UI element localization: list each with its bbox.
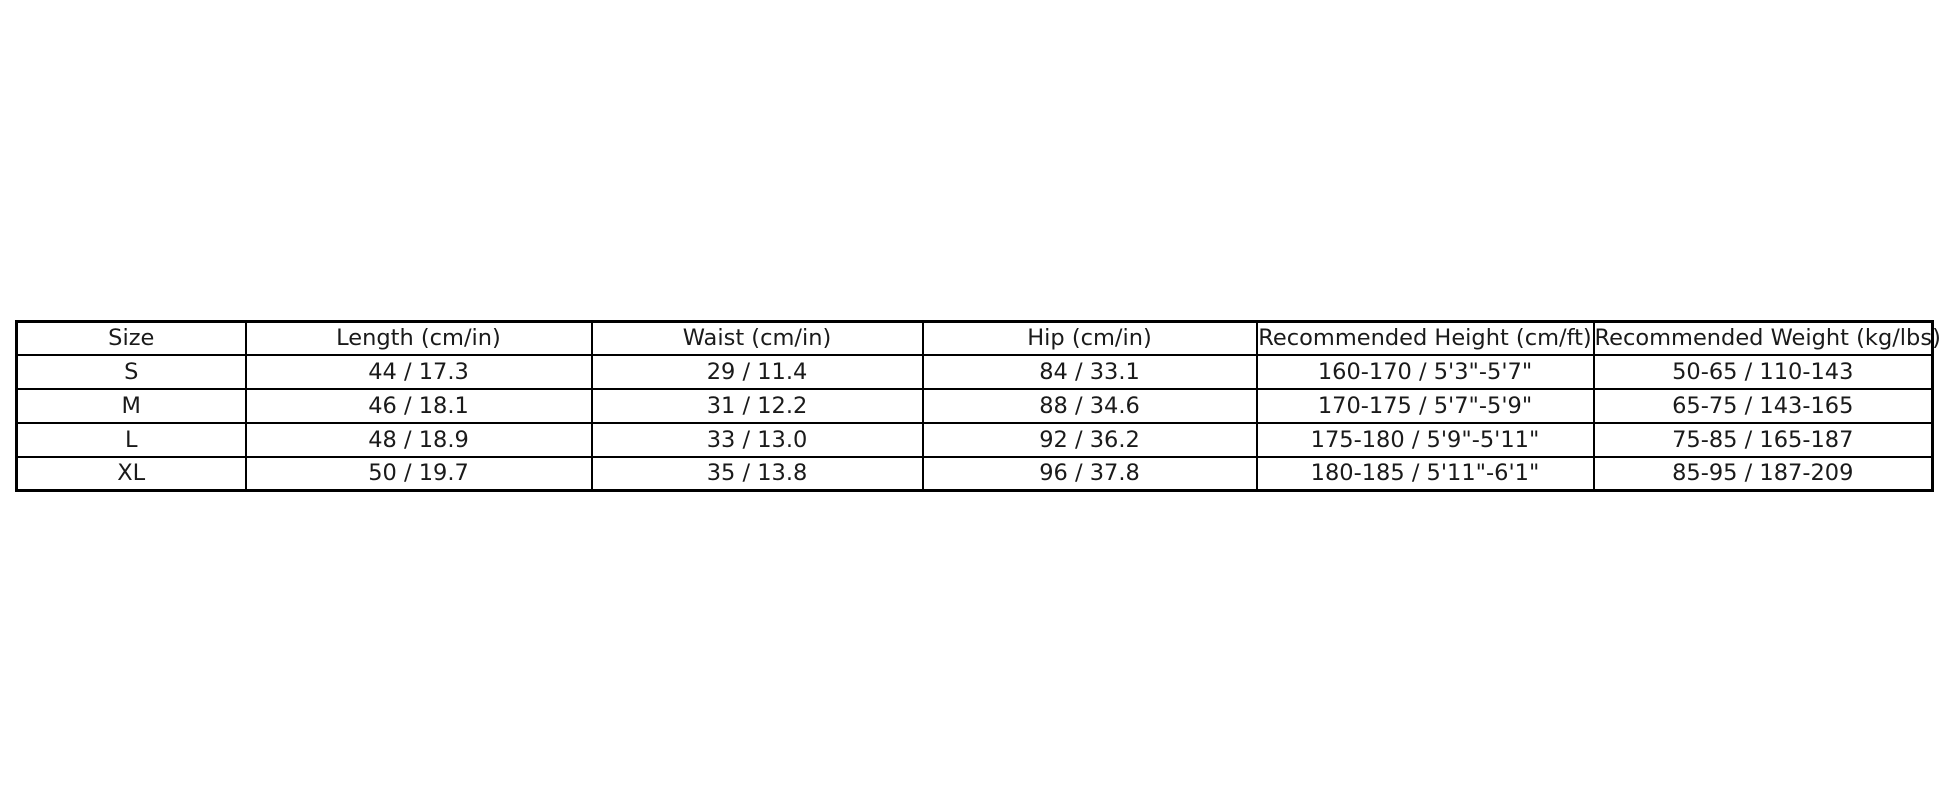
table-cell: 35 / 13.8 — [590, 455, 924, 492]
table-cell: 46 / 18.1 — [244, 388, 593, 424]
table-row: XL 50 / 19.7 35 / 13.8 96 / 37.8 180-185 / 5… — [15, 455, 1934, 492]
table-cell: 31 / 12.2 — [590, 388, 924, 424]
column-header: Hip (cm/in) — [921, 320, 1258, 357]
size-cell: M — [15, 388, 247, 424]
column-header: Length (cm/in) — [244, 320, 593, 357]
size-cell: XL — [15, 455, 247, 492]
table-cell: 50 / 19.7 — [244, 455, 593, 492]
table-cell: 96 / 37.8 — [921, 455, 1258, 492]
table-row: L 48 / 18.9 33 / 13.0 92 / 36.2 175-180 / 5'… — [15, 421, 1934, 458]
table-cell: 50-65 / 110-143 — [1592, 354, 1934, 391]
table-cell: 85-95 / 187-209 — [1592, 455, 1934, 492]
column-header: Recommended Weight (kg/lbs) — [1592, 320, 1941, 357]
table-cell: 33 / 13.0 — [590, 421, 924, 458]
table-cell: 75-85 / 165-187 — [1592, 421, 1934, 458]
table-cell: 175-180 / 5'9"-5'11" — [1255, 421, 1595, 458]
table-cell: 29 / 11.4 — [590, 354, 924, 391]
size-cell: S — [15, 354, 247, 391]
table-cell: 180-185 / 5'11"-6'1" — [1255, 455, 1595, 492]
table-cell: 160-170 / 5'3"-5'7" — [1255, 354, 1595, 391]
table-cell: 170-175 / 5'7"-5'9" — [1255, 388, 1595, 424]
table-cell: 48 / 18.9 — [244, 421, 593, 458]
table-cell: 84 / 33.1 — [921, 354, 1258, 391]
table-row: M 46 / 18.1 31 / 12.2 88 / 34.6 170-175 / 5'… — [15, 388, 1934, 424]
table-cell: 65-75 / 143-165 — [1592, 388, 1934, 424]
size-chart-table: Size Length (cm/in) Waist (cm/in) Hip (cm/i… — [15, 320, 1941, 492]
column-header: Waist (cm/in) — [590, 320, 924, 357]
table-cell: 92 / 36.2 — [921, 421, 1258, 458]
header-row: Size Length (cm/in) Waist (cm/in) Hip (cm/i… — [15, 320, 1941, 357]
table-body: S 44 / 17.3 29 / 11.4 84 / 33.1 160-170 / 5'… — [15, 354, 1934, 492]
column-header: Recommended Height (cm/ft) — [1255, 320, 1595, 357]
table-cell: 88 / 34.6 — [921, 388, 1258, 424]
column-header: Size — [15, 320, 247, 357]
size-cell: L — [15, 421, 247, 458]
table-row: S 44 / 17.3 29 / 11.4 84 / 33.1 160-170 / 5'… — [15, 354, 1934, 391]
table-cell: 44 / 17.3 — [244, 354, 593, 391]
